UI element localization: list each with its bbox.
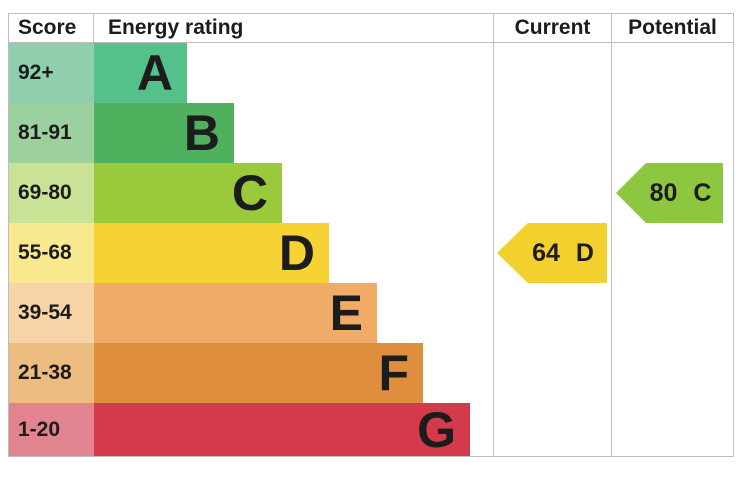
arrow-letter: C — [693, 178, 712, 207]
rating-row-e: 39-54 E — [9, 283, 733, 343]
rating-row-c: 69-80 C 80 C — [9, 163, 733, 223]
score-range: 92+ — [9, 43, 94, 103]
potential-column-header: Potential — [611, 14, 733, 42]
rating-row-b: 81-91 B — [9, 103, 733, 163]
score-range: 21-38 — [9, 343, 94, 403]
rating-row-d: 55-68 D 64 D — [9, 223, 733, 283]
arrow-letter: D — [575, 238, 594, 267]
rating-bar-g: G — [94, 403, 470, 456]
score-range: 81-91 — [9, 103, 94, 163]
current-column-divider — [493, 43, 494, 456]
rating-bar-d: D — [94, 223, 329, 283]
rating-row-f: 21-38 F — [9, 343, 733, 403]
score-column-header: Score — [9, 14, 94, 42]
potential-column-divider — [611, 43, 612, 456]
rating-bar-c: C — [94, 163, 282, 223]
rating-rows: 92+ A 81-91 B 69-80 C 80 C 55-68 D 64 D 39-54 E 21-38 F… — [9, 43, 733, 456]
score-range: 55-68 — [9, 223, 94, 283]
potential-rating-arrow: 80 C — [616, 163, 723, 223]
current-rating-arrow: 64 D — [497, 223, 607, 283]
table-header: Score Energy rating Current Potential — [9, 14, 733, 43]
rating-bar-f: F — [94, 343, 423, 403]
rating-row-a: 92+ A — [9, 43, 733, 103]
arrow-value: 64 — [532, 238, 560, 267]
rating-bar-b: B — [94, 103, 234, 163]
rating-table: Score Energy rating Current Potential 92… — [8, 13, 734, 457]
score-range: 1-20 — [9, 403, 94, 456]
arrow-value: 80 — [649, 178, 678, 207]
rating-bar-e: E — [94, 283, 377, 343]
score-range: 39-54 — [9, 283, 94, 343]
energy-rating-column-header: Energy rating — [108, 16, 244, 39]
rating-bar-a: A — [94, 43, 187, 103]
current-column-header: Current — [493, 14, 611, 42]
rating-row-g: 1-20 G — [9, 403, 733, 456]
score-range: 69-80 — [9, 163, 94, 223]
